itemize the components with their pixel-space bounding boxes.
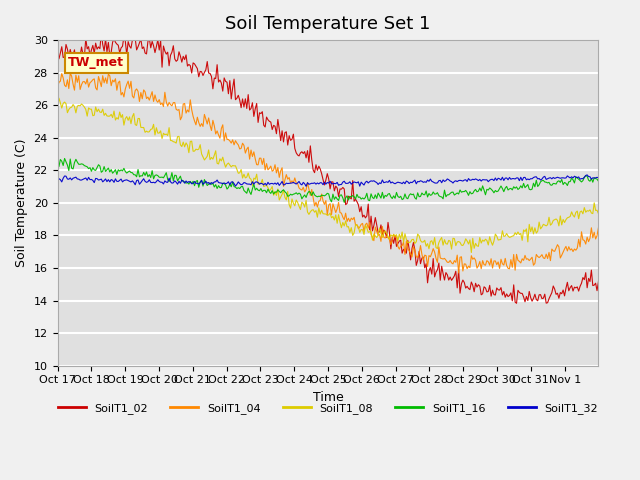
- Y-axis label: Soil Temperature (C): Soil Temperature (C): [15, 139, 28, 267]
- Text: TW_met: TW_met: [68, 56, 124, 70]
- Title: Soil Temperature Set 1: Soil Temperature Set 1: [225, 15, 431, 33]
- Legend: SoilT1_02, SoilT1_04, SoilT1_08, SoilT1_16, SoilT1_32: SoilT1_02, SoilT1_04, SoilT1_08, SoilT1_…: [53, 399, 602, 419]
- X-axis label: Time: Time: [312, 391, 344, 404]
